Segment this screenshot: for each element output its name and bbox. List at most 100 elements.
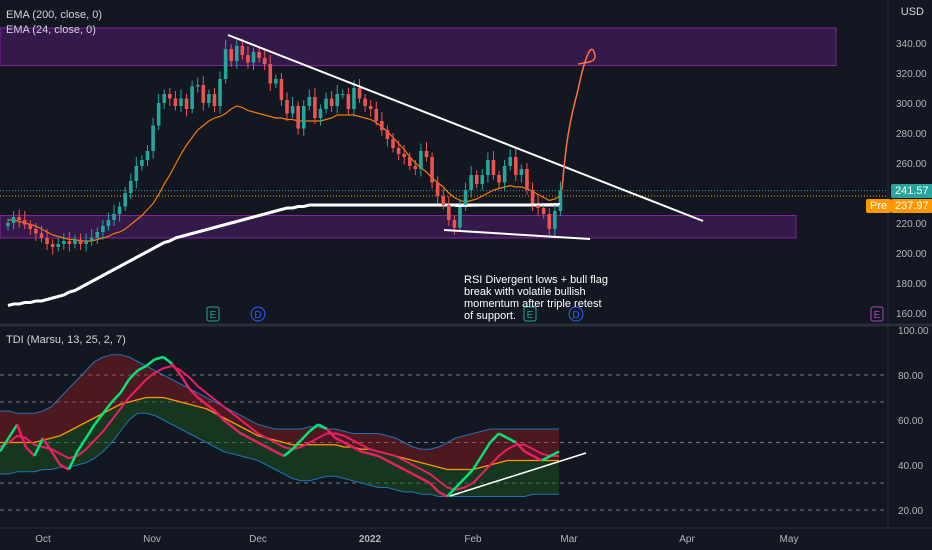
candle-body: [324, 98, 328, 109]
descending-trendline: [227, 34, 704, 222]
candle-body: [195, 85, 200, 87]
candle-body: [251, 52, 256, 63]
annotation-text[interactable]: RSI Divergent lows + bull flag break wit…: [464, 274, 608, 322]
tdi-rsi-segment: [179, 374, 191, 390]
tdi-rsi-segment: [128, 369, 139, 381]
event-dividend-icon: [568, 306, 584, 322]
tdi-tick-label: 60.00: [898, 416, 923, 427]
candle-body: [368, 106, 373, 109]
tdi-tick-label: 100.00: [898, 326, 929, 337]
tdi-rsi-segment: [480, 441, 492, 457]
tdi-rsi-segment: [498, 432, 508, 440]
tdi-lower-fill: [0, 397, 559, 497]
price-tick-label: 220.00: [896, 219, 927, 230]
tdi-rsi-segment: [0, 437, 10, 453]
candle-body: [285, 100, 289, 114]
candle-body: [301, 106, 306, 129]
event-earnings-icon: [870, 306, 884, 322]
price-tick-label: 260.00: [896, 159, 927, 170]
candle-body: [547, 214, 552, 229]
tdi-tick-label: 20.00: [898, 506, 923, 517]
candle-body: [357, 88, 362, 99]
candle-body: [151, 125, 155, 151]
candle-body: [491, 160, 496, 175]
tdi-rsi-segment: [205, 403, 216, 412]
candle-body: [352, 88, 356, 109]
candle-body: [447, 205, 451, 220]
candle-body: [536, 205, 540, 208]
candle-body: [257, 52, 261, 58]
ema200-label[interactable]: EMA (200, close, 0): [6, 9, 102, 21]
tdi-rsi-segment: [59, 463, 70, 471]
candle-body: [541, 208, 546, 214]
event-marker-label: D: [254, 310, 261, 321]
candle-body: [335, 94, 340, 106]
candle-body: [168, 94, 172, 99]
time-tick-label: Oct: [35, 534, 51, 545]
tdi-upper-fill: [0, 354, 559, 470]
candle-body: [184, 98, 189, 109]
time-tick-label: Nov: [143, 534, 161, 545]
candle-body: [407, 157, 412, 166]
candle-body: [112, 214, 116, 220]
candle-body: [207, 94, 211, 103]
candle-body: [268, 64, 273, 84]
event-marker: E: [523, 306, 537, 322]
tdi-rsi-segment: [343, 441, 354, 449]
candle-body: [179, 98, 183, 106]
candle-body: [441, 196, 446, 205]
candle-body: [56, 244, 61, 247]
candle-body: [329, 98, 334, 106]
tdi-rsi-segment: [395, 463, 405, 471]
tdi-rsi-segment: [162, 356, 173, 365]
candle-body: [262, 58, 267, 64]
time-tick-label: 2022: [359, 534, 382, 545]
tdi-rsi-segment: [24, 446, 36, 457]
candle-body: [117, 206, 122, 214]
tdi-tick-label: 80.00: [898, 371, 923, 382]
candle-body: [145, 151, 150, 160]
candle-body: [474, 175, 479, 184]
tdi-rsi-segment: [7, 423, 19, 439]
price-tick-label: 200.00: [896, 249, 927, 260]
candle-body: [519, 169, 524, 175]
candle-body: [419, 151, 423, 169]
tdi-rsi-segment: [360, 450, 371, 455]
flag-support-line: [443, 229, 591, 240]
tdi-rsi-segment: [325, 428, 337, 439]
event-earnings-icon: [206, 306, 220, 322]
candle-body: [17, 217, 21, 220]
candle-body: [50, 244, 55, 247]
tdi-rsi-segment: [41, 437, 53, 453]
tdi-rsi-segment: [222, 419, 233, 428]
tdi-rsi-segment: [549, 450, 560, 458]
tdi-rsi-segment: [334, 436, 345, 444]
price-tick-label: 320.00: [896, 69, 927, 80]
tdi-rsi-segment: [454, 477, 466, 489]
candle-body: [11, 217, 16, 223]
candle-body: [435, 182, 440, 196]
tdi-rsi-segment: [137, 364, 147, 372]
ema24-label[interactable]: EMA (24, close, 0): [6, 24, 96, 36]
candle-body: [201, 85, 206, 103]
tdi-lower-band: [0, 412, 559, 497]
tdi-label[interactable]: TDI (Marsu, 13, 25, 2, 7): [6, 334, 126, 346]
ema24-line: [8, 105, 561, 242]
time-tick-label: Mar: [560, 534, 578, 545]
tdi-rsi-segment: [403, 468, 414, 476]
tdi-rsi-segment: [283, 448, 294, 457]
candle-body: [497, 175, 501, 183]
candle-body: [134, 166, 139, 181]
candle-body: [463, 190, 468, 205]
tdi-rsi-segment: [154, 355, 164, 361]
tdi-rsi-segment: [240, 432, 250, 440]
tdi-divergence-line: [449, 452, 587, 497]
candle-body: [430, 157, 434, 183]
candle-body: [486, 160, 490, 175]
flag-top-line: [454, 203, 561, 207]
candle-body: [89, 238, 94, 241]
currency-label[interactable]: USD: [900, 6, 924, 18]
candle-body: [106, 220, 111, 226]
price-tick-label: 280.00: [896, 129, 927, 140]
